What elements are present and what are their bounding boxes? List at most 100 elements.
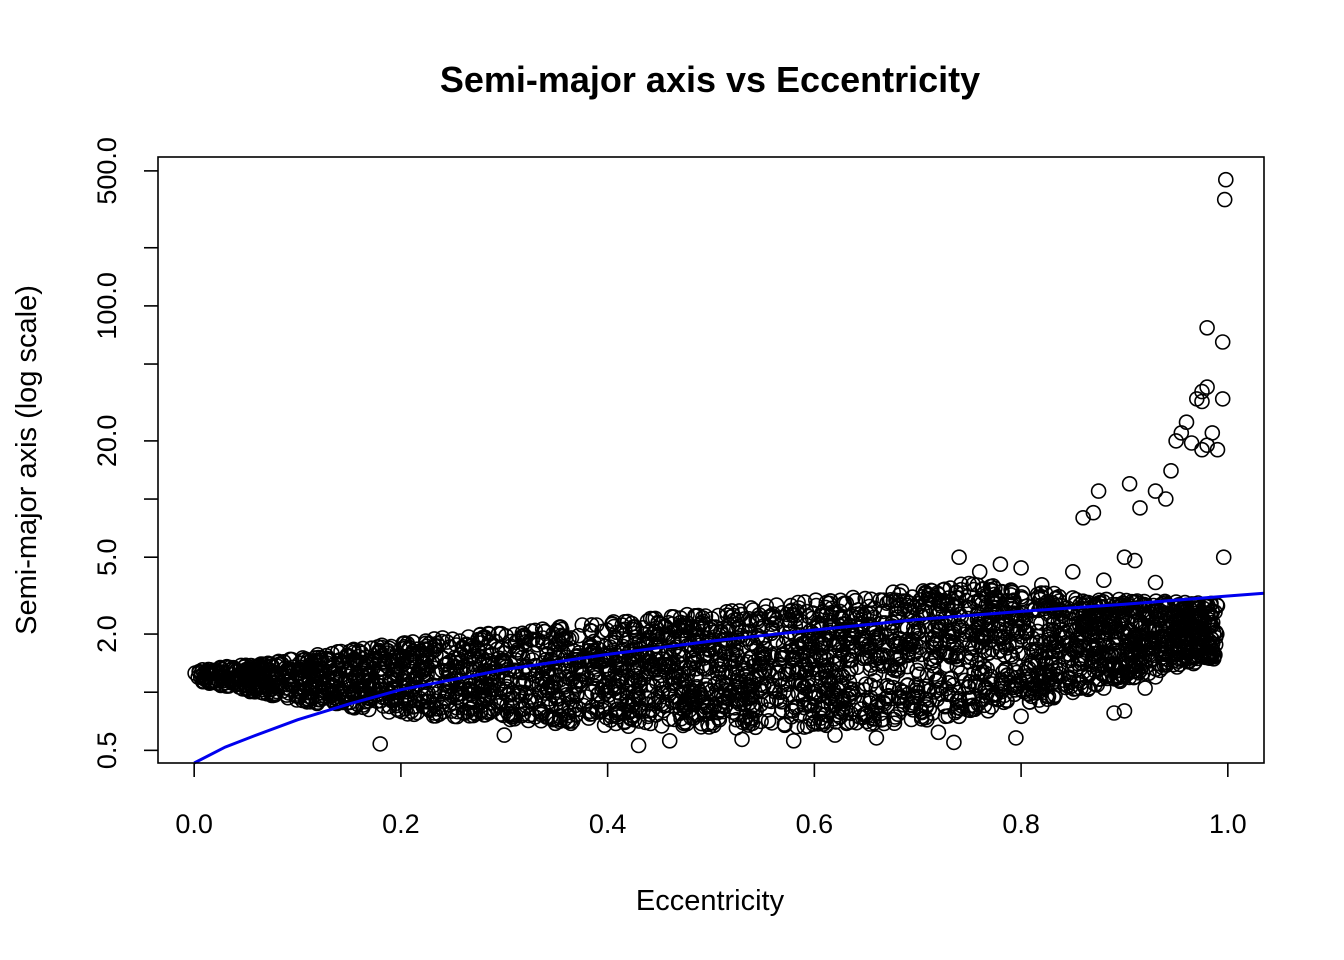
data-point — [372, 736, 389, 752]
data-point — [1106, 624, 1123, 640]
data-point — [451, 685, 467, 702]
data-point — [857, 590, 874, 607]
data-point — [312, 691, 329, 708]
data-point — [558, 629, 574, 646]
data-point — [1136, 605, 1153, 621]
data-point — [1204, 425, 1221, 441]
data-point — [838, 595, 855, 612]
data-point — [1124, 648, 1141, 664]
data-point — [1171, 608, 1188, 625]
data-point — [619, 690, 635, 707]
data-point — [1131, 599, 1148, 616]
data-point — [499, 686, 516, 703]
data-point — [947, 597, 963, 614]
data-point — [476, 688, 493, 704]
data-point — [950, 684, 967, 701]
data-point — [1008, 730, 1024, 746]
data-point — [868, 730, 885, 746]
data-point — [868, 680, 885, 697]
data-point — [771, 656, 788, 673]
data-point — [734, 731, 750, 748]
data-point — [859, 713, 875, 730]
data-point — [461, 677, 478, 693]
data-point — [1127, 552, 1143, 569]
data-point — [260, 655, 276, 672]
data-point — [673, 667, 690, 683]
data-point — [1121, 475, 1138, 492]
data-point — [1013, 708, 1029, 725]
data-point — [1218, 171, 1234, 188]
data-point — [921, 682, 938, 699]
data-point — [309, 667, 326, 684]
data-point — [250, 664, 267, 680]
data-point — [927, 627, 943, 644]
data-point — [936, 581, 953, 598]
data-point — [1178, 610, 1194, 627]
data-point — [853, 612, 870, 629]
x-tick-label: 0.2 — [382, 809, 420, 839]
data-point — [517, 637, 533, 654]
data-point — [1183, 435, 1200, 451]
data-point — [983, 593, 1000, 609]
data-point — [1022, 635, 1039, 652]
data-point — [910, 620, 927, 637]
x-tick-label: 0.6 — [796, 809, 834, 839]
data-point — [885, 633, 902, 650]
data-point — [926, 652, 942, 669]
data-point — [991, 635, 1007, 652]
data-point — [976, 682, 993, 698]
data-point — [401, 641, 418, 658]
data-point — [870, 697, 886, 714]
data-point — [739, 714, 756, 731]
data-point — [785, 732, 802, 749]
data-point — [241, 666, 258, 682]
data-point — [938, 596, 955, 612]
data-point — [585, 646, 602, 662]
data-point — [527, 667, 544, 684]
data-point — [1030, 654, 1047, 671]
data-point — [309, 695, 325, 712]
data-point — [849, 681, 866, 698]
data-point — [1060, 646, 1077, 662]
data-point — [760, 701, 776, 718]
data-point — [879, 648, 895, 665]
data-point — [568, 687, 585, 703]
data-point — [860, 642, 877, 659]
data-point — [709, 665, 726, 682]
data-point — [664, 616, 681, 632]
data-point — [399, 635, 416, 652]
data-point — [630, 737, 647, 754]
data-point — [495, 707, 512, 724]
data-point — [832, 677, 849, 694]
data-point — [624, 707, 641, 724]
data-point — [409, 665, 426, 682]
data-point — [1194, 393, 1210, 410]
data-point — [1146, 621, 1163, 637]
data-point — [352, 658, 369, 674]
data-point — [269, 658, 285, 674]
data-point — [1033, 585, 1049, 601]
data-point — [350, 643, 367, 659]
data-point — [964, 689, 981, 706]
data-point — [1017, 664, 1033, 681]
data-point — [1195, 632, 1211, 649]
data-point — [787, 650, 803, 666]
data-point — [1076, 612, 1092, 629]
data-point — [454, 639, 471, 656]
data-point — [992, 556, 1009, 573]
data-point — [1055, 630, 1071, 646]
data-point — [490, 697, 507, 714]
data-point — [692, 637, 709, 653]
data-point — [918, 699, 934, 715]
data-point — [654, 684, 671, 701]
data-point — [327, 669, 343, 686]
data-point — [1199, 379, 1215, 395]
data-point — [908, 637, 924, 654]
data-point — [457, 659, 474, 675]
data-point — [811, 688, 827, 704]
data-point — [1116, 703, 1133, 719]
data-point — [697, 677, 714, 693]
data-point — [733, 627, 750, 644]
data-point — [971, 563, 988, 580]
data-point — [1051, 665, 1068, 682]
